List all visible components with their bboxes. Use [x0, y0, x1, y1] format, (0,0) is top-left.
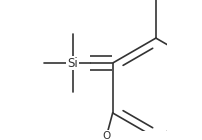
Text: Si: Si: [67, 57, 78, 70]
Text: O: O: [102, 131, 110, 140]
